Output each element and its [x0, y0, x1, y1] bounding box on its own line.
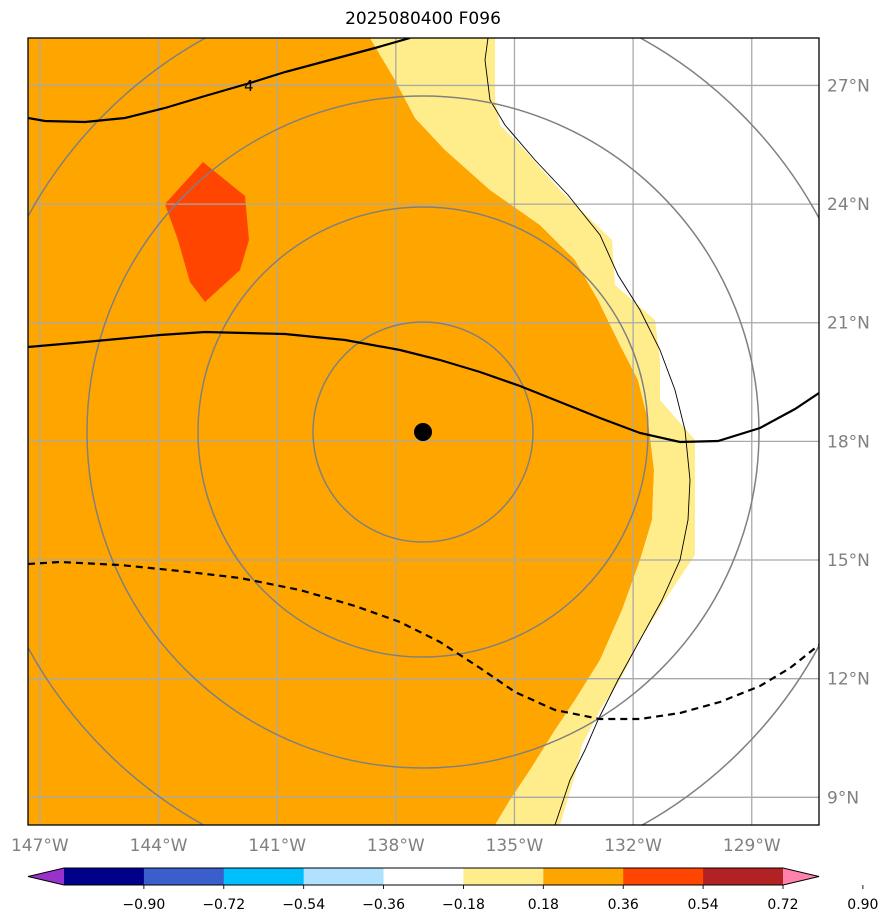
track-outline [484, 38, 691, 825]
colorbar-segment [64, 868, 145, 885]
lat-tick-label: 12°N [827, 670, 870, 690]
contour-label: 4 [244, 77, 254, 95]
colorbar-segment [143, 868, 225, 885]
lat-tick-label: 21°N [827, 314, 870, 334]
colorbar-tick-label: 0.54 [688, 897, 719, 913]
colorbar-segment [703, 868, 784, 885]
colorbar [27, 867, 820, 886]
lon-tick-label: 138°W [367, 836, 425, 856]
colorbar-tick-label: 0.90 [847, 897, 878, 913]
colorbar-segment [303, 868, 385, 885]
colorbar-segment [223, 868, 305, 885]
lat-tick-labels: 9°N 12°N 15°N 18°N 21°N 24°N 27°N [827, 76, 870, 808]
lon-tick-label: 135°W [486, 836, 544, 856]
chart-title: 2025080400 F096 [345, 9, 501, 29]
colorbar-tick-label: −0.90 [122, 897, 165, 913]
lat-tick-label: 18°N [827, 432, 870, 452]
lat-tick-label: 24°N [827, 195, 870, 215]
contour-solid-upper [28, 38, 411, 124]
colorbar-extend-low [28, 868, 64, 885]
lon-tick-labels: 147°W 144°W 141°W 138°W 135°W 132°W 129°W [11, 836, 781, 856]
lon-tick-label: 147°W [11, 836, 69, 856]
colorbar-segment [543, 868, 624, 885]
colorbar-tick-label: 0.36 [608, 897, 639, 913]
colorbar-tick-labels: −0.90 −0.72 −0.54 −0.36 −0.18 0.18 0.36 0.54 0.7… [122, 885, 878, 913]
colorbar-tick-label: −0.54 [282, 897, 325, 913]
anomaly-fill-red [165, 162, 249, 302]
lat-tick-label: 9°N [827, 788, 859, 808]
map-frame [27, 37, 820, 826]
colorbar-segment [623, 868, 704, 885]
colorbar-tick-label: −0.72 [202, 897, 245, 913]
range-rings [28, 38, 819, 825]
storm-center-marker [414, 423, 432, 441]
colorbar-tick-label: 0.18 [528, 897, 559, 913]
anomaly-fill-orange [28, 38, 654, 825]
lat-tick-label: 15°N [827, 551, 870, 571]
lon-tick-label: 129°W [723, 836, 781, 856]
lon-tick-label: 141°W [248, 836, 306, 856]
anomaly-fill-yellow [370, 38, 695, 825]
colorbar-tick-label: 0.72 [767, 897, 798, 913]
contour-solid-middle [28, 330, 819, 444]
colorbar-outline [27, 867, 820, 886]
contour-dashed [28, 560, 819, 721]
lat-tick-label: 27°N [827, 76, 870, 96]
lon-tick-label: 132°W [604, 836, 662, 856]
colorbar-segment [463, 868, 544, 885]
colorbar-segment [383, 868, 464, 885]
colorbar-tick-label: −0.36 [362, 897, 405, 913]
lon-tick-label: 144°W [130, 836, 188, 856]
colorbar-tick-label: −0.18 [442, 897, 485, 913]
colorbar-extend-high [783, 868, 819, 885]
map-plot-area: 4 [28, 38, 819, 825]
